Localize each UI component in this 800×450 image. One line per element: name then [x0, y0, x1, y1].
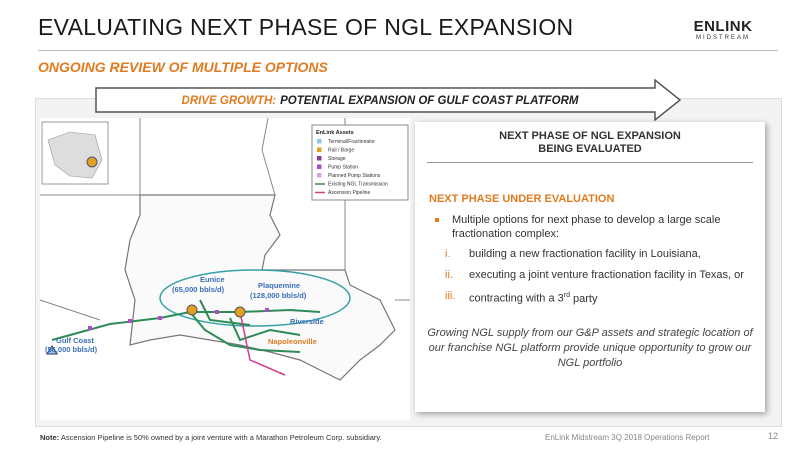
footnote-label: Note: — [40, 433, 60, 442]
louisiana — [124, 194, 396, 381]
option: iii. contracting with a 3rd party — [445, 289, 751, 306]
map-label: Napoleonville — [268, 337, 317, 346]
footnote-text: Ascension Pipeline is 50% owned by a joi… — [60, 433, 382, 442]
legend-item: Existing NGL Transmission — [328, 182, 388, 188]
options-list: i. building a new fractionation facility … — [445, 247, 751, 306]
panel-subheading: NEXT PHASE UNDER EVALUATION — [429, 193, 615, 205]
eunice-site — [186, 304, 198, 316]
ascension-pipeline — [239, 311, 286, 376]
option-text: party — [573, 292, 598, 305]
legend-item: Terminal/Fractionator — [328, 139, 375, 145]
legend-swatch — [317, 156, 322, 161]
banner-arrow — [95, 78, 682, 122]
banner-label: DRIVE GROWTH: — [182, 95, 277, 107]
panel-divider — [427, 162, 753, 163]
map-legend — [311, 124, 409, 201]
panel-header: NEXT PHASE OF NGL EXPANSION BEING EVALUAT… — [415, 130, 765, 156]
map-label: Plaquemine — [258, 281, 300, 290]
inset-highlight — [86, 156, 98, 168]
legend-item: Planned Pump Stations — [328, 173, 381, 179]
map-label: (56,000 bbls/d) — [45, 345, 98, 354]
panel-bullet: Multiple options for next phase to devel… — [435, 213, 751, 241]
logo-name: ENLINK — [693, 18, 753, 35]
state-borders — [39, 117, 276, 321]
legend-swatch — [317, 139, 322, 144]
option-numeral: ii. — [445, 269, 453, 281]
option-superscript: rd — [563, 292, 571, 299]
option-numeral: i. — [445, 248, 451, 260]
gulf-coast-site — [46, 345, 58, 355]
map-label: Gulf Coast — [56, 336, 94, 345]
legend-item: Ascension Pipeline — [328, 190, 370, 196]
legend-title: EnLink Assets — [316, 130, 354, 136]
banner-message: POTENTIAL EXPANSION OF GULF COAST PLATFO… — [280, 95, 579, 107]
title-rule — [38, 50, 778, 51]
panel-conclusion: Growing NGL supply from our G&P assets a… — [427, 326, 753, 369]
legend-swatch — [317, 173, 322, 178]
pump-stations — [88, 308, 269, 330]
legend-swatch — [317, 164, 322, 169]
subtitle: ONGOING REVIEW OF MULTIPLE OPTIONS — [38, 59, 328, 75]
logo: ENLINK MIDSTREAM — [678, 18, 768, 41]
title: EVALUATING NEXT PHASE OF NGL EXPANSION — [38, 14, 574, 40]
focus-ellipse — [159, 269, 351, 327]
option-text: executing a joint venture fractionation … — [469, 269, 744, 281]
option: i. building a new fractionation facility … — [445, 247, 751, 261]
legend-item: Pump Station — [328, 165, 358, 171]
map-label: (128,000 bbls/d) — [250, 291, 307, 300]
banner-text: DRIVE GROWTH: POTENTIAL EXPANSION OF GULF… — [182, 95, 579, 107]
map-label: Riverside — [290, 317, 324, 326]
legend-swatch — [317, 147, 322, 152]
map-label: Eunice — [200, 275, 225, 284]
page-number: 12 — [768, 431, 779, 441]
logo-tagline: MIDSTREAM — [696, 35, 750, 41]
inset-states — [47, 131, 103, 179]
panel-header-line: NEXT PHASE OF NGL EXPANSION — [499, 130, 681, 142]
option-numeral: iii. — [445, 290, 456, 302]
option-text: contracting with a 3 — [469, 292, 564, 305]
panel-header-line: BEING EVALUATED — [538, 143, 642, 155]
legend-item: Rail / Barge — [328, 148, 354, 154]
legend-item: Storage — [328, 156, 346, 162]
info-panel: NEXT PHASE OF NGL EXPANSION BEING EVALUAT… — [415, 122, 765, 412]
plaquemine-site — [234, 306, 246, 318]
footnote: Note: Ascension Pipeline is 50% owned by… — [40, 433, 382, 442]
report-name: EnLink Midstream 3Q 2018 Operations Repo… — [545, 433, 710, 442]
option: ii. executing a joint venture fractionati… — [445, 268, 751, 282]
option-text: building a new fractionation facility in… — [469, 248, 701, 260]
map-label: (65,000 bbls/d) — [172, 285, 225, 294]
